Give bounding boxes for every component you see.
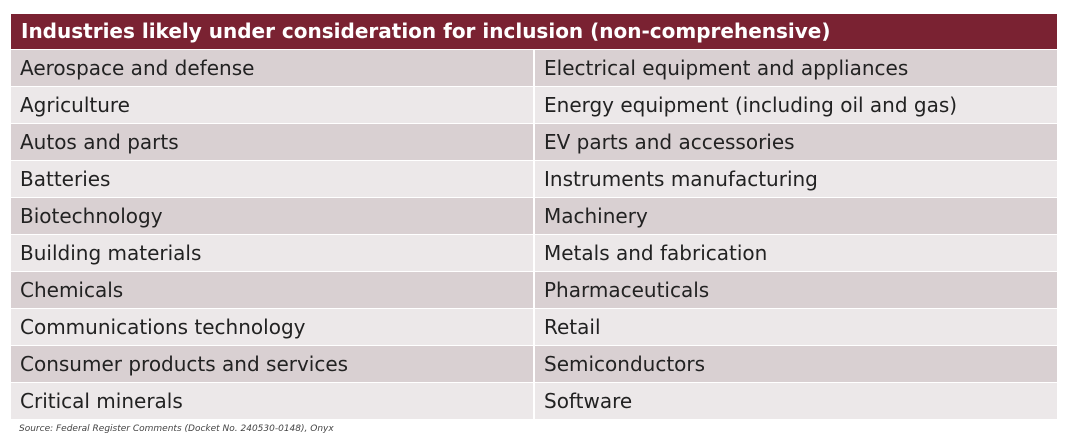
table-cell-left: Autos and parts [11,124,533,160]
table-row: Autos and parts EV parts and accessories [11,124,1057,160]
table-row: Building materials Metals and fabricatio… [11,235,1057,271]
table-cell-left: Critical minerals [11,383,533,419]
table-row: Communications technology Retail [11,309,1057,345]
table-cell-right: Electrical equipment and appliances [535,50,1057,86]
table-cell-right: Energy equipment (including oil and gas) [535,87,1057,123]
table-row: Biotechnology Machinery [11,198,1057,234]
table-cell-right: Instruments manufacturing [535,161,1057,197]
table-row: Batteries Instruments manufacturing [11,161,1057,197]
table-cell-right: Pharmaceuticals [535,272,1057,308]
table-row: Consumer products and services Semicondu… [11,346,1057,382]
source-note: Source: Federal Register Comments (Docke… [19,424,334,434]
table-cell-left: Agriculture [11,87,533,123]
table-cell-left: Chemicals [11,272,533,308]
table-row: Aerospace and defense Electrical equipme… [11,50,1057,86]
table-cell-right: Metals and fabrication [535,235,1057,271]
table-cell-left: Consumer products and services [11,346,533,382]
table-cell-left: Aerospace and defense [11,50,533,86]
table-cell-right: Software [535,383,1057,419]
table-row: Critical minerals Software [11,383,1057,419]
table-cell-left: Communications technology [11,309,533,345]
table-cell-left: Biotechnology [11,198,533,234]
table-cell-right: Machinery [535,198,1057,234]
table-row: Agriculture Energy equipment (including … [11,87,1057,123]
table-row: Chemicals Pharmaceuticals [11,272,1057,308]
table-title: Industries likely under consideration fo… [11,14,1057,49]
industries-table: Industries likely under consideration fo… [11,14,1057,420]
table-cell-right: Retail [535,309,1057,345]
table-cell-left: Batteries [11,161,533,197]
table-cell-left: Building materials [11,235,533,271]
table-cell-right: EV parts and accessories [535,124,1057,160]
table-cell-right: Semiconductors [535,346,1057,382]
